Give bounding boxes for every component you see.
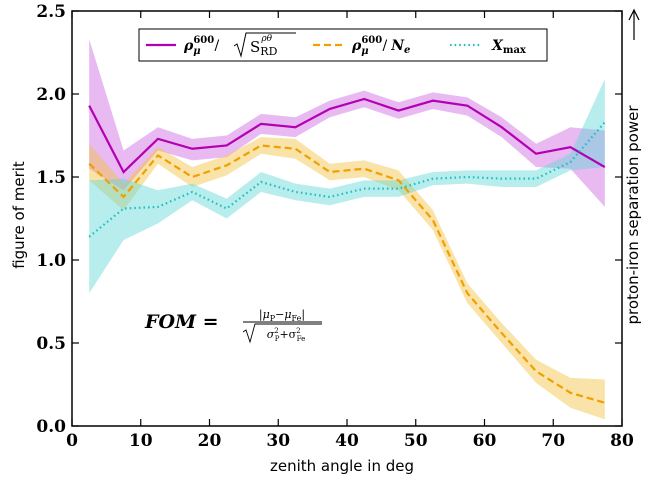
- series-2-band: [89, 137, 605, 420]
- y-tick-label: 0.0: [36, 417, 66, 437]
- svg-text:|μP−μFe|: |μP−μFe|: [259, 308, 305, 323]
- right-axis-label: proton-iron separation power: [624, 105, 642, 325]
- x-axis-label: zenith angle in deg: [270, 457, 414, 475]
- y-axis-label: figure of merit: [10, 161, 28, 269]
- x-tick-label: 40: [335, 431, 359, 451]
- series-1-band: [89, 39, 605, 207]
- y-axis-ticks: 0.0 0.5 1.0 1.5 2.0 2.5: [36, 2, 622, 437]
- series-3-line: [88, 121, 606, 238]
- arrow-up-icon: [628, 8, 640, 40]
- x-tick-label: 70: [541, 431, 565, 451]
- y-tick-label: 1.0: [36, 251, 66, 271]
- x-tick-label: 20: [198, 431, 222, 451]
- y-tick-label: 2.5: [36, 2, 66, 22]
- legend: ρ600 μ / SRDρθ ρ600 μ / Ne Xmax: [138, 28, 548, 62]
- series-1-line: [88, 97, 606, 174]
- y-tick-label: 2.0: [36, 85, 66, 105]
- uncertainty-bands: [89, 39, 605, 420]
- x-tick-label: 60: [473, 431, 497, 451]
- x-tick-label: 50: [404, 431, 428, 451]
- series-2-line: [88, 144, 606, 404]
- x-tick-label: 30: [266, 431, 290, 451]
- x-tick-label: 10: [129, 431, 153, 451]
- x-axis-ticks: 0 10 20 30 40 50 60 70 80: [66, 11, 634, 451]
- series-3-band: [89, 79, 605, 294]
- y-tick-label: 0.5: [36, 334, 66, 354]
- series-lines: [88, 97, 606, 404]
- x-tick-label: 0: [66, 431, 78, 451]
- svg-text:FOM =: FOM =: [144, 311, 219, 333]
- x-tick-label: 80: [610, 431, 634, 451]
- fom-formula: FOM = |μP−μFe| σ2 P+σ2 Fe: [144, 308, 322, 344]
- y-tick-label: 1.5: [36, 168, 66, 188]
